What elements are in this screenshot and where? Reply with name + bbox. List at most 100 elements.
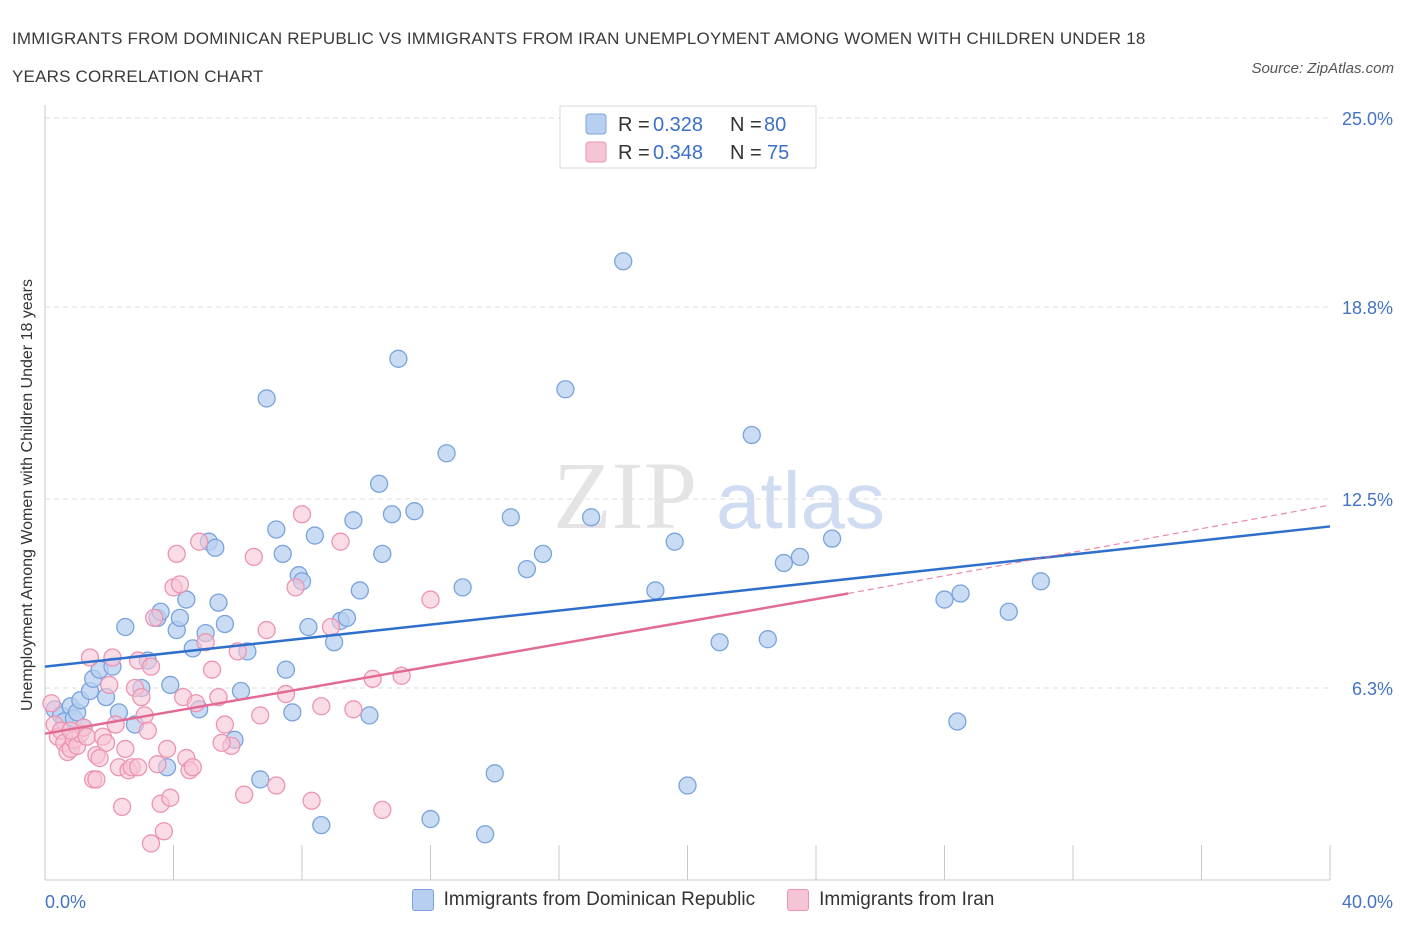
point-iran-62 xyxy=(321,617,341,637)
legend-r-value-1: 0.328 xyxy=(653,114,703,136)
point-dominican-33 xyxy=(231,681,251,701)
point-dominican-71 xyxy=(710,633,729,652)
point-iran-55 xyxy=(257,620,276,640)
point-iran-54 xyxy=(251,706,270,725)
y-tick-label-2: 18.8% xyxy=(1342,298,1393,318)
point-dominican-14 xyxy=(116,617,135,637)
point-iran-45 xyxy=(190,532,209,551)
point-iran-32 xyxy=(145,608,164,628)
source-label: Source: ZipAtlas.com xyxy=(1251,60,1394,77)
point-iran-18 xyxy=(100,675,119,695)
point-dominican-39 xyxy=(276,660,296,679)
grid-lines xyxy=(45,117,1330,689)
legend-swatch-dominican xyxy=(585,113,607,135)
point-dominican-64 xyxy=(533,544,553,564)
point-iran-11 xyxy=(77,727,96,746)
point-iran-28 xyxy=(132,687,151,707)
point-iran-33 xyxy=(148,755,167,774)
point-dominican-37 xyxy=(267,520,286,539)
point-dominican-73 xyxy=(758,630,777,649)
point-iran-36 xyxy=(157,739,177,759)
watermark-zip: ZIP xyxy=(553,442,697,549)
point-dominican-48 xyxy=(337,608,357,628)
point-dominican-59 xyxy=(453,578,472,597)
point-dominican-62 xyxy=(501,508,520,527)
bottom-legend-swatch-dominican xyxy=(411,889,434,911)
point-iran-40 xyxy=(170,575,190,594)
point-iran-74 xyxy=(183,758,202,777)
point-iran-56 xyxy=(267,776,286,795)
point-dominican-68 xyxy=(646,581,665,600)
point-dominican-63 xyxy=(517,559,537,579)
point-iran-35 xyxy=(154,822,174,841)
point-dominican-75 xyxy=(790,547,810,567)
point-dominican-36 xyxy=(257,389,276,408)
axes xyxy=(44,105,1331,881)
point-dominican-56 xyxy=(405,502,424,521)
point-iran-53 xyxy=(244,547,263,567)
point-dominican-78 xyxy=(948,712,967,731)
point-iran-65 xyxy=(363,669,382,688)
point-dominican-50 xyxy=(350,581,369,600)
point-dominican-24 xyxy=(177,590,196,609)
legend-swatch-iran xyxy=(585,141,607,163)
point-iran-46 xyxy=(196,633,215,652)
point-dominican-61 xyxy=(485,764,504,783)
point-iran-71 xyxy=(141,834,161,853)
y-tick-label-3: 25.0% xyxy=(1342,109,1393,129)
point-dominican-70 xyxy=(678,776,697,795)
point-dominican-79 xyxy=(951,584,970,603)
point-iran-59 xyxy=(292,505,312,524)
trend-lines xyxy=(44,504,1331,735)
x-tick-label-end: 40.0% xyxy=(1342,892,1393,912)
point-dominican-60 xyxy=(475,825,495,844)
point-dominican-31 xyxy=(215,614,235,634)
point-dominican-38 xyxy=(273,544,292,564)
point-dominican-53 xyxy=(373,544,392,564)
point-iran-31 xyxy=(141,657,161,676)
point-dominican-52 xyxy=(369,474,389,493)
point-iran-47 xyxy=(202,660,222,679)
legend-n-value-2: 75 xyxy=(767,142,789,164)
bottom-legend-label-dominican: Immigrants from Dominican Republic xyxy=(443,889,756,910)
legend-r-label-2: R = xyxy=(618,142,650,164)
point-iran-70 xyxy=(129,758,148,777)
point-iran-64 xyxy=(344,700,363,719)
point-dominican-57 xyxy=(421,809,440,829)
trend-line-iran xyxy=(44,592,849,735)
point-iran-0 xyxy=(42,694,61,713)
legend-n-label-2: N = xyxy=(730,142,762,164)
point-iran-69 xyxy=(87,770,106,789)
point-dominican-69 xyxy=(665,532,684,551)
point-dominican-29 xyxy=(206,538,225,557)
y-tick-label-0: 6.3% xyxy=(1352,679,1393,699)
point-iran-68 xyxy=(421,590,440,609)
point-dominican-80 xyxy=(999,602,1018,621)
point-iran-39 xyxy=(167,544,186,564)
point-dominican-81 xyxy=(1031,572,1051,591)
point-iran-49 xyxy=(215,715,235,734)
point-dominican-43 xyxy=(299,617,318,637)
point-iran-66 xyxy=(373,800,392,820)
legend-r-value-2: 0.348 xyxy=(653,142,703,164)
bottom-legend-item-dominican[interactable]: Immigrants from Dominican Republic xyxy=(411,889,756,911)
point-iran-23 xyxy=(116,739,135,759)
legend-n-label-1: N = xyxy=(730,114,762,136)
point-dominican-49 xyxy=(344,511,363,530)
point-dominican-54 xyxy=(382,505,402,524)
point-iran-52 xyxy=(235,785,254,804)
bottom-legend-swatch-iran xyxy=(787,889,810,911)
chart-title: IMMIGRANTS FROM DOMINICAN REPUBLIC VS IM… xyxy=(12,29,1146,86)
trend-extension-iran xyxy=(848,504,1331,595)
trend-line-dominican xyxy=(44,525,1331,668)
watermark: ZIP atlas xyxy=(553,442,885,549)
point-iran-22 xyxy=(112,797,132,816)
series-iran-points xyxy=(42,505,440,853)
point-dominican-76 xyxy=(822,529,842,548)
legend-box: R = 0.328 N = 80 R = 0.348 N = 75 xyxy=(559,105,817,169)
bottom-legend-label-iran: Immigrants from Iran xyxy=(819,889,995,910)
bottom-legend-item-iran[interactable]: Immigrants from Iran xyxy=(787,889,994,911)
point-iran-30 xyxy=(138,721,157,740)
point-dominican-58 xyxy=(437,444,456,463)
